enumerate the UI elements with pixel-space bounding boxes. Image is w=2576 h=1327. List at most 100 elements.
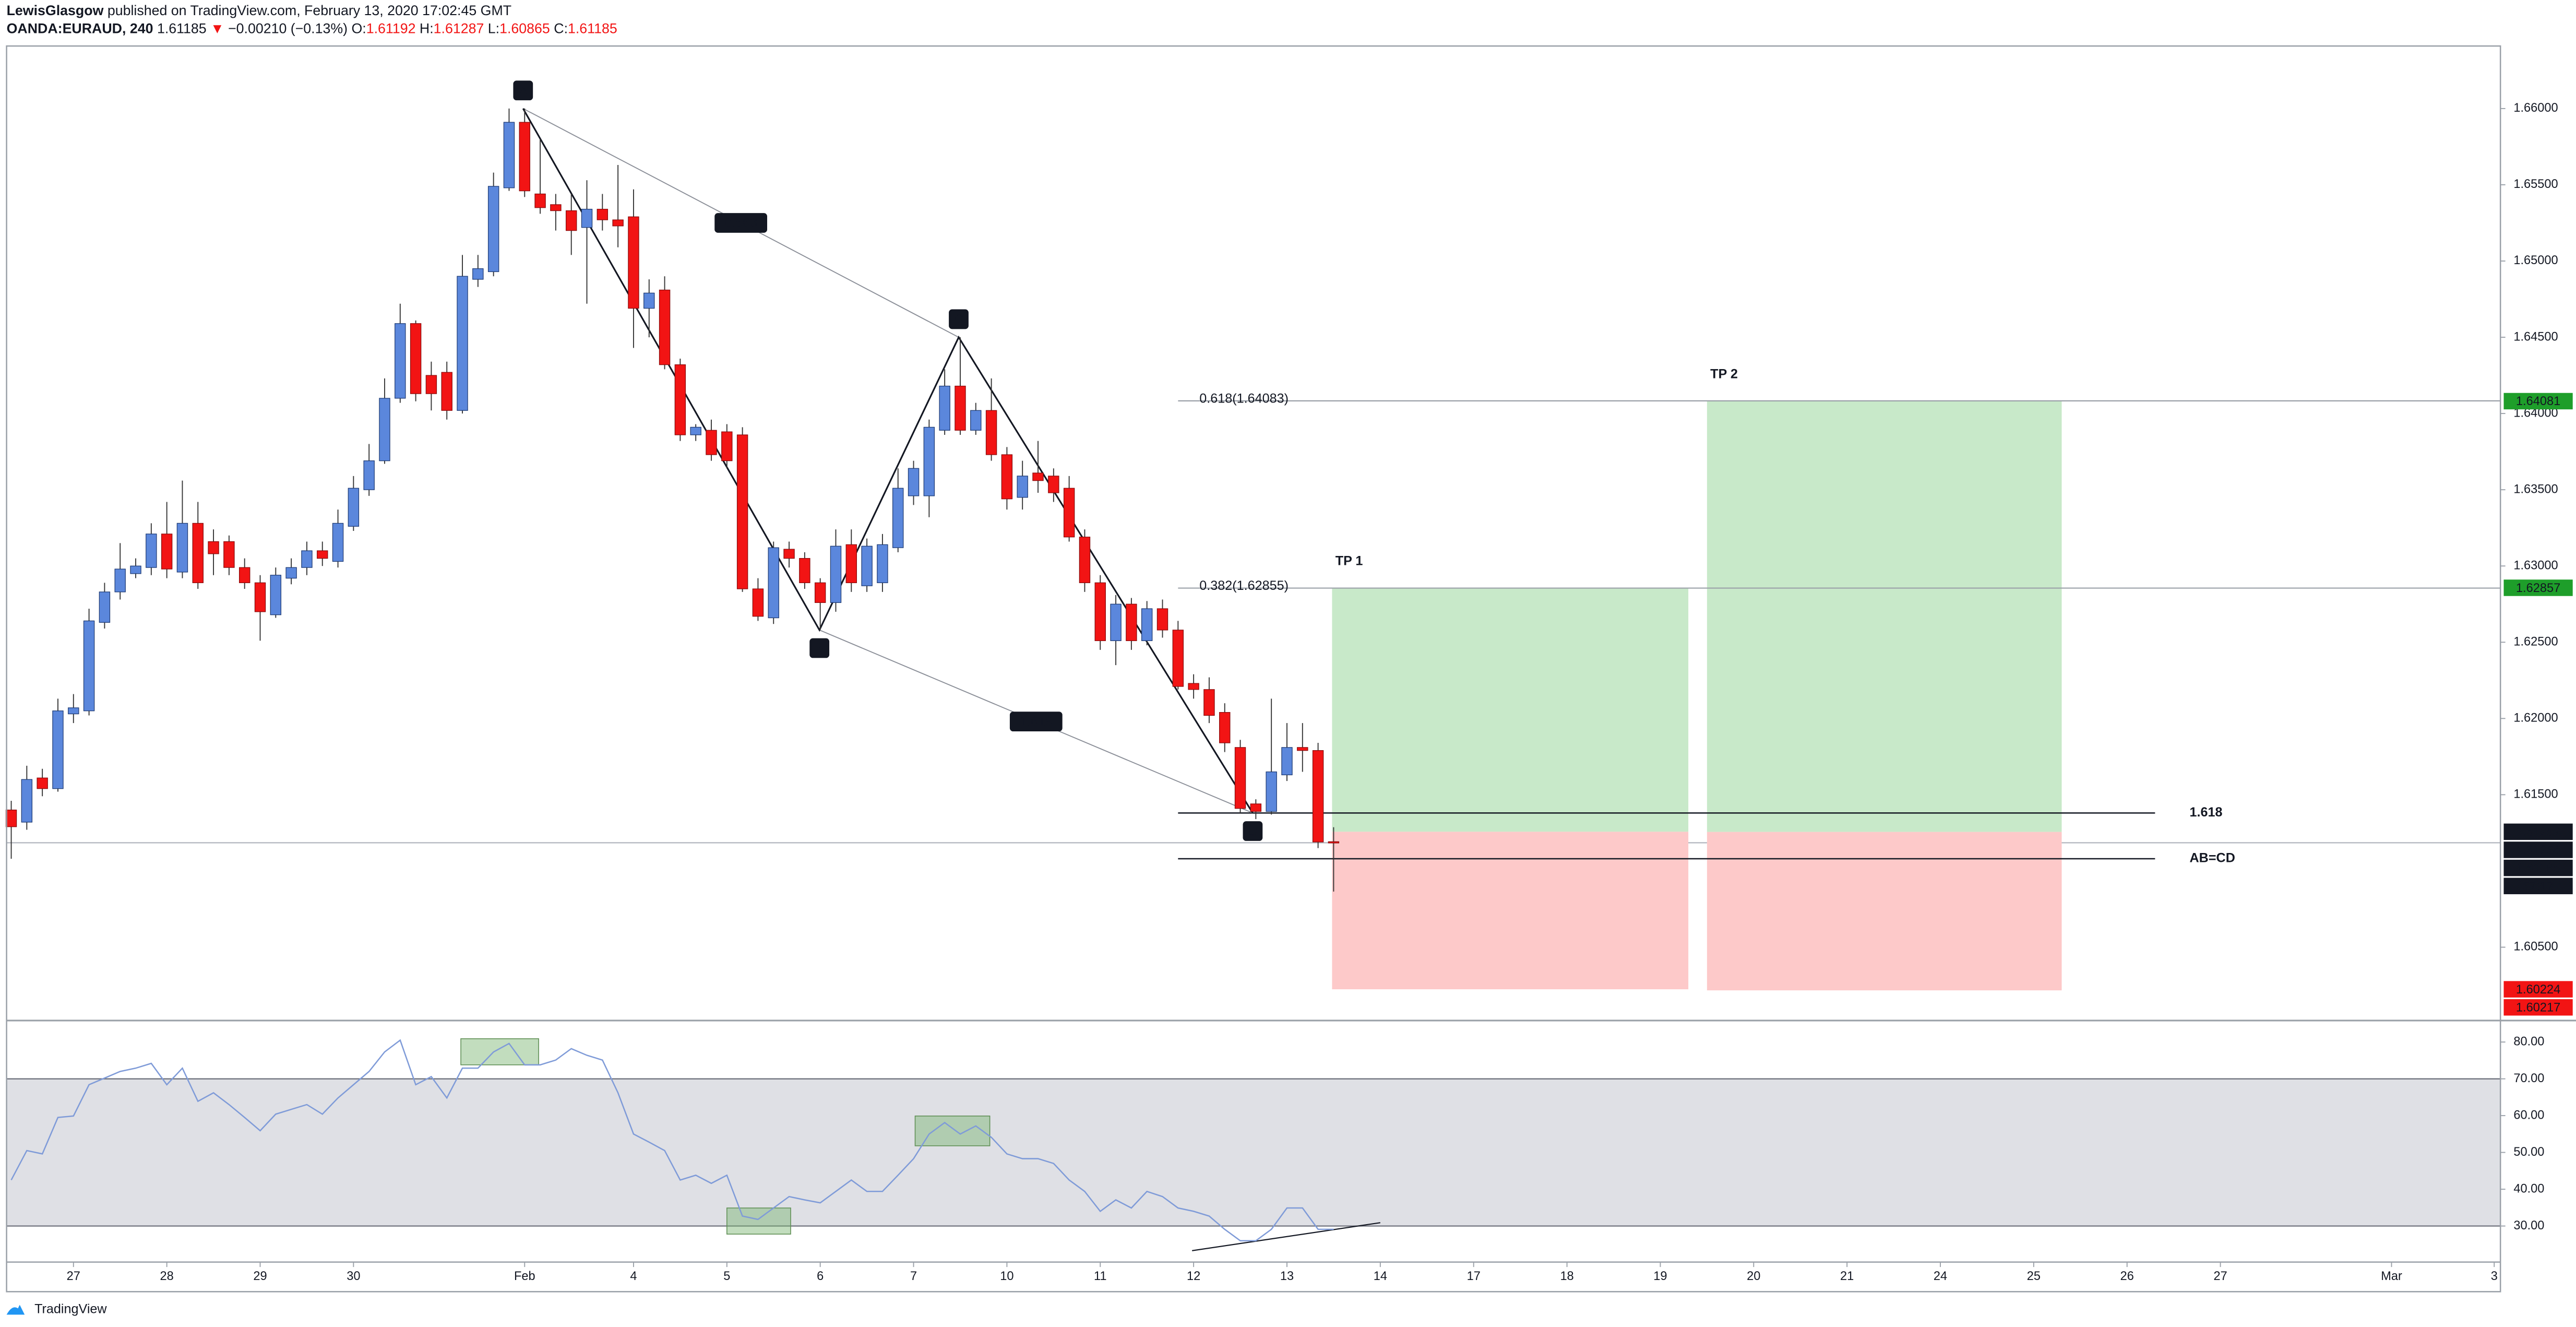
price-badge-label: 1.60217 [2516,1001,2560,1015]
candle-body [628,216,639,309]
rsi-band [6,1079,2501,1226]
candle-body [721,431,733,461]
rsi-tick-label: 60.00 [2513,1108,2544,1122]
point-label: B [815,641,824,656]
price-badge-label: 57:17 [2523,880,2554,893]
price-badge-label: 1.61185 [2517,861,2560,875]
ratio-label: 0.563 [724,216,757,230]
x-tick-label: 13 [1280,1270,1294,1283]
candle-body [597,209,609,220]
candle-body [68,707,79,715]
x-tick-label: 5 [723,1270,730,1283]
axes: 1.60500 1.61500 1.62000 1.62500 1.63000 1.635… [6,45,2576,1293]
point-badge [513,80,533,101]
author: LewisGlasgow [7,3,104,18]
candle-body [1172,630,1184,687]
ratio-label: 1.618 [1020,714,1053,729]
candle-body [1063,488,1075,538]
candle-body [114,568,126,593]
level-label: 1.618 [2190,805,2223,820]
candle-body [1156,608,1168,631]
candle-body [208,541,219,554]
fib-label: 0.618(1.64083) [1199,391,1289,406]
fib-label: 0.382(1.62855) [1199,578,1289,593]
point-badge [1243,821,1263,841]
y-tick-label: 1.65500 [2513,177,2558,191]
rsi-trendline [1191,1222,1381,1251]
x-tick-label: 14 [1374,1270,1387,1283]
price-pane: TP 1 TP 2 0.618(1.64083) 0.382(1.62855) 1.61… [5,80,2501,991]
point-label: A [519,84,528,98]
candle-body [161,534,173,570]
candle-body [176,523,188,573]
candle-body [21,779,33,823]
candle-body [52,710,64,789]
x-tick-label: 6 [817,1270,824,1283]
candle-body [643,292,655,309]
x-tick-label: 4 [630,1270,637,1283]
x-tick-label: 27 [2213,1270,2227,1283]
price-badge [2503,981,2573,998]
header-line-2: OANDA:EURAUD, 240 1.61185 ▼ −0.00210 (−0… [7,21,617,37]
x-tick-label: 3 [2491,1270,2498,1283]
open-label: O: [352,21,366,37]
footer: TradingView [6,1302,107,1317]
candle-body [487,186,499,272]
price-badge [2503,823,2573,840]
candle-body [1032,472,1044,481]
candle-body [783,549,795,559]
level-label: AB=CD [2190,851,2235,866]
candle-body [270,575,282,615]
price-badge-label: 1.61257 [2516,825,2560,839]
y-tick-label: 1.60500 [2513,940,2558,954]
point-badge [809,638,830,658]
candle-body [410,323,422,394]
candle-body [1048,476,1059,493]
rsi-tick-label: 30.00 [2513,1219,2544,1233]
candle-body [845,544,857,583]
last-price: 1.61185 [157,21,207,37]
x-tick-label: 11 [1094,1270,1107,1283]
y-tick-label: 1.61500 [2513,788,2558,801]
candle-body [1110,603,1122,641]
price-badge-label: 1.60224 [2516,983,2560,997]
candle-body [1312,750,1324,843]
candle-body [1297,747,1308,751]
high-value: 1.61287 [434,21,484,37]
position-title: TP 1 [1335,553,1363,568]
rsi-highlight [460,1038,539,1065]
candle-body [285,567,297,579]
header-line-1: LewisGlasgow published on TradingView.co… [7,3,512,18]
candle-body [332,523,344,562]
x-tick-label: 17 [1467,1270,1481,1283]
candle-body [1094,582,1106,641]
candle-body [1126,603,1137,641]
x-tick-label: 29 [253,1270,267,1283]
candle-body [1250,803,1262,812]
x-tick-label: 24 [1934,1270,1947,1283]
x-tick-label: 28 [160,1270,174,1283]
ratio-badge [1009,712,1063,732]
candle-body [534,193,546,208]
candle-body [799,558,810,583]
open-value: 1.61192 [366,21,416,37]
candle-body [908,468,920,496]
candle-body [566,210,577,231]
candle-body [659,289,671,365]
candle-body [861,546,873,586]
candle-body [690,426,701,435]
x-tick-label: 19 [1653,1270,1667,1283]
candle-body [1328,841,1340,844]
candle-body [348,488,360,527]
candle-body [612,219,624,227]
rsi-pane [6,1038,2501,1251]
candle-body [768,547,779,619]
close-label: C: [554,21,568,37]
logo [6,1305,25,1315]
x-tick-label: 18 [1560,1270,1573,1283]
x-tick-label: Feb [514,1270,535,1283]
candle-body [1266,771,1277,812]
candle-body [877,544,888,583]
x-tick-label: 20 [1747,1270,1760,1283]
